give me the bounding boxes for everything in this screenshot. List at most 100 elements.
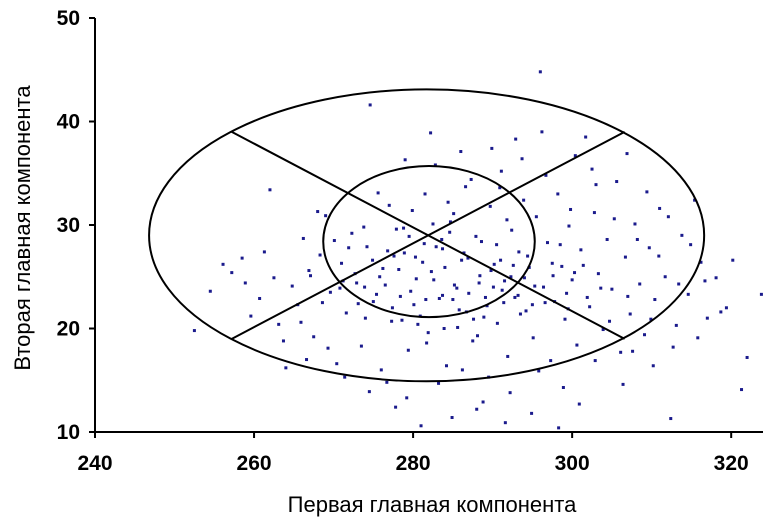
data-point bbox=[569, 207, 573, 211]
data-point bbox=[192, 329, 196, 333]
data-point bbox=[371, 258, 375, 262]
data-point bbox=[705, 316, 709, 320]
data-point bbox=[272, 276, 276, 280]
data-point bbox=[344, 311, 348, 315]
data-point bbox=[498, 186, 502, 190]
data-point bbox=[520, 157, 524, 161]
data-point bbox=[495, 243, 499, 247]
data-point bbox=[394, 405, 398, 409]
data-point bbox=[387, 203, 391, 207]
data-point bbox=[450, 416, 454, 420]
data-point bbox=[590, 167, 594, 171]
data-point bbox=[631, 349, 635, 353]
data-point bbox=[666, 215, 670, 219]
y-tick-label: 10 bbox=[57, 421, 80, 444]
data-point bbox=[489, 269, 493, 273]
data-point bbox=[658, 206, 662, 210]
data-point bbox=[464, 185, 468, 189]
data-point bbox=[419, 424, 423, 428]
data-point bbox=[390, 319, 394, 323]
x-tick-label: 280 bbox=[396, 452, 431, 475]
data-point bbox=[680, 233, 684, 237]
data-point bbox=[502, 301, 506, 305]
data-point bbox=[530, 303, 534, 307]
data-point bbox=[338, 286, 342, 290]
y-tick-label: 20 bbox=[57, 318, 80, 341]
data-point bbox=[375, 292, 379, 296]
data-point bbox=[530, 411, 534, 415]
data-point bbox=[444, 364, 448, 368]
data-point bbox=[579, 248, 583, 252]
data-point bbox=[371, 300, 375, 304]
data-point bbox=[240, 256, 244, 260]
y-tick-label: 50 bbox=[57, 7, 80, 30]
axes bbox=[89, 17, 763, 438]
data-point bbox=[477, 281, 481, 285]
data-point bbox=[610, 287, 614, 291]
data-point bbox=[365, 245, 369, 249]
data-point bbox=[397, 268, 401, 272]
y-tick-label: 30 bbox=[57, 214, 80, 237]
data-point bbox=[474, 234, 478, 238]
data-point bbox=[456, 325, 460, 329]
data-point bbox=[633, 222, 637, 226]
data-point bbox=[423, 192, 427, 196]
data-point bbox=[301, 236, 305, 240]
data-point bbox=[284, 366, 288, 370]
data-point bbox=[431, 222, 435, 226]
data-point bbox=[409, 289, 413, 293]
data-point bbox=[472, 317, 476, 321]
data-point bbox=[514, 137, 518, 141]
data-point bbox=[503, 421, 507, 425]
data-point bbox=[626, 294, 630, 298]
data-point bbox=[249, 314, 253, 318]
divider-line-2 bbox=[231, 130, 626, 340]
data-point bbox=[560, 264, 564, 268]
data-point bbox=[623, 255, 627, 259]
data-point bbox=[392, 254, 396, 258]
data-point bbox=[534, 215, 538, 219]
data-point bbox=[517, 250, 521, 254]
data-point bbox=[243, 281, 247, 285]
data-point bbox=[516, 293, 520, 297]
data-point bbox=[307, 269, 311, 273]
data-point bbox=[645, 190, 649, 194]
data-point bbox=[363, 316, 367, 320]
data-point bbox=[551, 274, 555, 278]
data-point bbox=[563, 317, 567, 321]
data-point bbox=[221, 262, 225, 266]
data-point bbox=[543, 301, 547, 305]
data-point bbox=[533, 284, 537, 288]
data-point bbox=[524, 309, 528, 313]
data-point bbox=[385, 380, 389, 384]
data-point bbox=[544, 173, 548, 177]
data-point bbox=[635, 237, 639, 241]
data-point bbox=[367, 390, 371, 394]
data-point bbox=[719, 310, 723, 314]
data-point bbox=[281, 339, 285, 343]
data-point bbox=[459, 150, 463, 154]
data-point bbox=[407, 234, 411, 238]
inner-ellipse bbox=[322, 165, 536, 319]
data-point bbox=[363, 285, 367, 289]
data-point bbox=[511, 263, 515, 267]
data-point bbox=[565, 291, 569, 295]
data-point bbox=[689, 243, 693, 247]
data-point bbox=[347, 246, 351, 250]
data-point bbox=[452, 212, 456, 216]
data-point bbox=[437, 296, 441, 300]
data-point bbox=[478, 274, 482, 278]
data-point bbox=[669, 417, 673, 421]
data-point bbox=[499, 258, 503, 262]
data-point bbox=[451, 298, 455, 302]
data-point bbox=[208, 289, 212, 293]
data-point bbox=[326, 346, 330, 350]
data-point bbox=[328, 290, 332, 294]
data-point bbox=[412, 303, 416, 307]
data-point bbox=[540, 130, 544, 134]
data-point bbox=[503, 279, 507, 283]
data-point bbox=[362, 225, 366, 229]
data-point bbox=[531, 336, 535, 340]
data-point bbox=[491, 285, 495, 289]
data-point bbox=[426, 331, 430, 335]
